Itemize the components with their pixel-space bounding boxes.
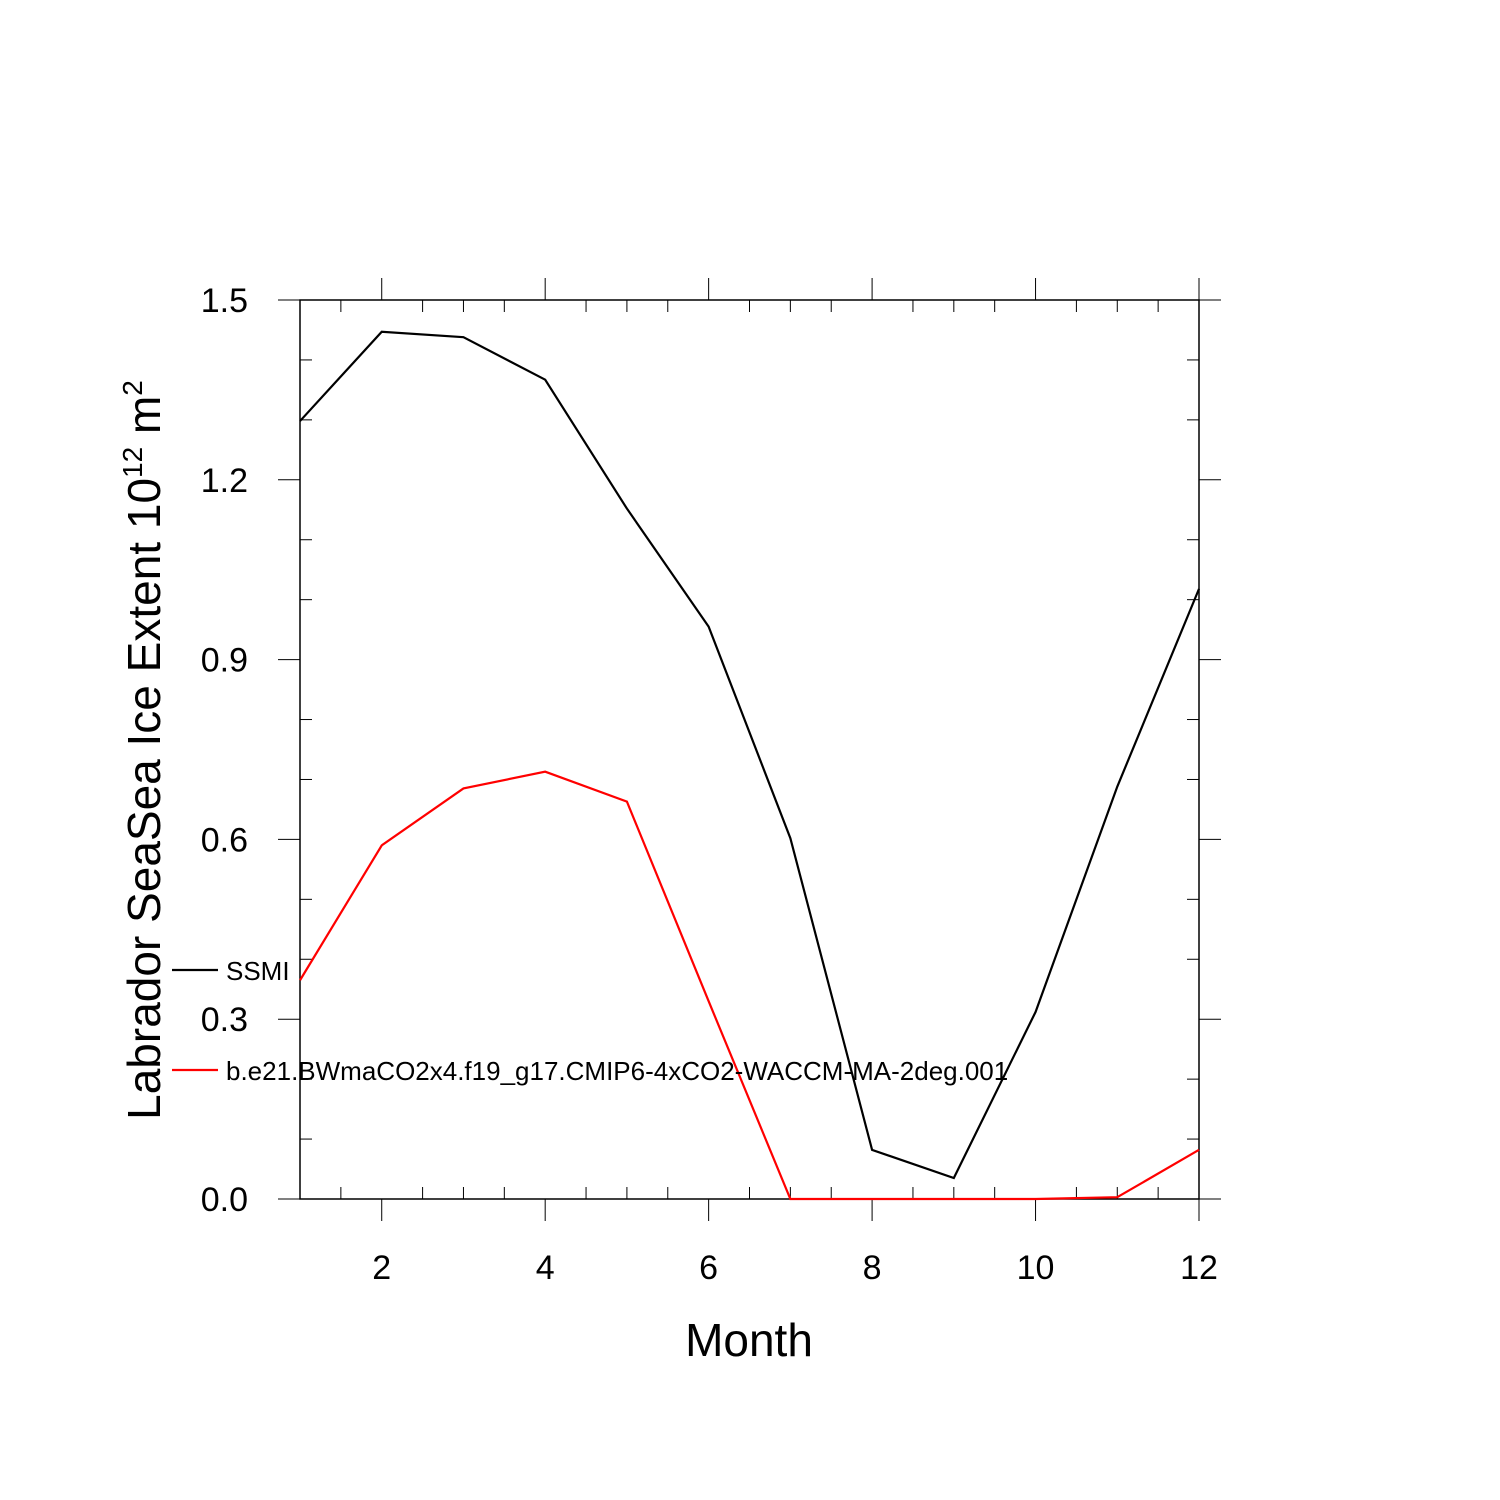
series-line	[299, 770, 1200, 1201]
legend-label: b.e21.BWmaCO2x4.f19_g17.CMIP6-4xCO2-WACC…	[226, 1056, 1008, 1086]
x-tick-label: 8	[863, 1249, 882, 1287]
x-tick-label: 6	[699, 1249, 718, 1287]
y-axis-title-sup: 12	[117, 447, 148, 478]
y-tick-label: 0.0	[201, 1181, 248, 1219]
x-tick-label: 2	[372, 1249, 391, 1287]
y-axis-title-part: m	[118, 396, 170, 447]
x-tick-label: 10	[1017, 1249, 1055, 1287]
legend-label: SSMI	[226, 956, 290, 986]
y-tick-label: 1.5	[201, 282, 248, 320]
y-axis-title: Labrador SeaSea Ice Extent 1012 m2	[117, 380, 170, 1120]
y-tick-label: 1.2	[201, 462, 248, 500]
x-tick-label: 4	[536, 1249, 555, 1287]
series-line	[299, 330, 1201, 1180]
y-axis-title-sup: 2	[117, 380, 148, 396]
y-tick-label: 0.6	[201, 821, 248, 859]
x-axis-title: Month	[685, 1314, 813, 1366]
y-axis-title-part: Labrador SeaSea Ice Extent 10	[118, 478, 170, 1120]
y-tick-label: 0.9	[201, 642, 248, 680]
x-tick-label: 12	[1180, 1249, 1218, 1287]
y-tick-label: 0.3	[201, 1001, 248, 1039]
